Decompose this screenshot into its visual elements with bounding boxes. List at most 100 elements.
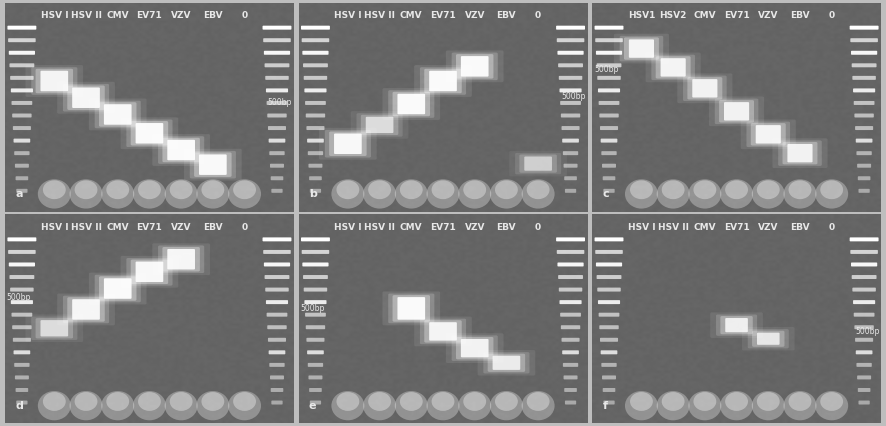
Ellipse shape: [752, 391, 785, 420]
FancyBboxPatch shape: [773, 138, 828, 168]
FancyBboxPatch shape: [752, 331, 784, 347]
FancyBboxPatch shape: [95, 275, 141, 302]
Text: EV71: EV71: [724, 11, 750, 20]
FancyBboxPatch shape: [857, 164, 871, 168]
FancyBboxPatch shape: [268, 325, 287, 329]
FancyBboxPatch shape: [267, 101, 287, 105]
Ellipse shape: [662, 180, 685, 199]
FancyBboxPatch shape: [452, 335, 498, 361]
Ellipse shape: [752, 179, 785, 209]
FancyBboxPatch shape: [270, 164, 284, 168]
Ellipse shape: [170, 392, 192, 411]
FancyBboxPatch shape: [184, 149, 242, 181]
FancyBboxPatch shape: [562, 338, 579, 342]
FancyBboxPatch shape: [263, 38, 291, 42]
FancyBboxPatch shape: [854, 313, 874, 317]
FancyBboxPatch shape: [452, 52, 498, 80]
FancyBboxPatch shape: [264, 51, 290, 55]
FancyBboxPatch shape: [646, 52, 701, 82]
FancyBboxPatch shape: [857, 375, 871, 380]
FancyBboxPatch shape: [509, 151, 567, 176]
FancyBboxPatch shape: [127, 119, 173, 147]
Ellipse shape: [43, 392, 66, 411]
FancyBboxPatch shape: [306, 113, 325, 118]
FancyBboxPatch shape: [748, 329, 789, 348]
FancyBboxPatch shape: [307, 151, 323, 155]
FancyBboxPatch shape: [63, 296, 109, 323]
FancyBboxPatch shape: [67, 86, 105, 110]
Ellipse shape: [369, 392, 391, 411]
Text: c: c: [602, 189, 610, 199]
Ellipse shape: [38, 391, 71, 420]
Text: HSV I: HSV I: [41, 223, 68, 232]
Ellipse shape: [720, 179, 753, 209]
FancyBboxPatch shape: [266, 300, 288, 304]
FancyBboxPatch shape: [602, 363, 617, 367]
Ellipse shape: [625, 391, 658, 420]
FancyBboxPatch shape: [14, 151, 29, 155]
FancyBboxPatch shape: [719, 100, 754, 123]
FancyBboxPatch shape: [12, 101, 32, 105]
FancyBboxPatch shape: [356, 113, 402, 137]
FancyBboxPatch shape: [559, 89, 581, 92]
FancyBboxPatch shape: [851, 51, 877, 55]
FancyBboxPatch shape: [563, 138, 579, 143]
FancyBboxPatch shape: [602, 164, 616, 168]
FancyBboxPatch shape: [268, 138, 285, 143]
FancyBboxPatch shape: [190, 151, 236, 178]
Text: 500bp: 500bp: [300, 304, 324, 313]
FancyBboxPatch shape: [383, 88, 440, 120]
FancyBboxPatch shape: [720, 316, 753, 334]
FancyBboxPatch shape: [598, 89, 620, 92]
FancyBboxPatch shape: [305, 101, 326, 105]
FancyBboxPatch shape: [325, 130, 371, 158]
FancyBboxPatch shape: [599, 113, 618, 118]
FancyBboxPatch shape: [629, 39, 654, 58]
Ellipse shape: [201, 392, 224, 411]
Ellipse shape: [757, 180, 780, 199]
FancyBboxPatch shape: [461, 339, 488, 357]
FancyBboxPatch shape: [12, 313, 32, 317]
FancyBboxPatch shape: [7, 26, 36, 30]
Ellipse shape: [201, 180, 224, 199]
FancyBboxPatch shape: [614, 34, 669, 63]
Ellipse shape: [783, 391, 817, 420]
FancyBboxPatch shape: [11, 300, 33, 304]
Ellipse shape: [331, 179, 364, 209]
FancyBboxPatch shape: [304, 76, 327, 80]
FancyBboxPatch shape: [271, 388, 284, 392]
Text: EBV: EBV: [496, 11, 517, 20]
FancyBboxPatch shape: [301, 38, 330, 42]
FancyBboxPatch shape: [305, 89, 327, 92]
Ellipse shape: [426, 179, 460, 209]
FancyBboxPatch shape: [99, 276, 136, 301]
Text: HSV I: HSV I: [334, 11, 361, 20]
FancyBboxPatch shape: [127, 258, 173, 285]
FancyBboxPatch shape: [414, 65, 472, 97]
FancyBboxPatch shape: [310, 189, 321, 193]
FancyBboxPatch shape: [557, 51, 584, 55]
FancyBboxPatch shape: [601, 350, 618, 354]
FancyBboxPatch shape: [267, 313, 287, 317]
FancyBboxPatch shape: [601, 138, 618, 143]
Ellipse shape: [463, 392, 486, 411]
FancyBboxPatch shape: [72, 299, 100, 320]
FancyBboxPatch shape: [271, 176, 284, 180]
FancyBboxPatch shape: [599, 101, 619, 105]
FancyBboxPatch shape: [561, 325, 580, 329]
FancyBboxPatch shape: [600, 126, 618, 130]
FancyBboxPatch shape: [263, 250, 291, 254]
FancyBboxPatch shape: [456, 337, 494, 360]
FancyBboxPatch shape: [383, 291, 440, 325]
FancyBboxPatch shape: [67, 297, 105, 322]
FancyBboxPatch shape: [596, 275, 621, 279]
FancyBboxPatch shape: [269, 363, 284, 367]
FancyBboxPatch shape: [850, 237, 879, 242]
Text: f: f: [602, 401, 608, 411]
FancyBboxPatch shape: [10, 76, 34, 80]
FancyBboxPatch shape: [305, 300, 327, 304]
FancyBboxPatch shape: [308, 164, 323, 168]
Text: HSV II: HSV II: [364, 11, 395, 20]
FancyBboxPatch shape: [724, 102, 750, 121]
Ellipse shape: [170, 180, 192, 199]
